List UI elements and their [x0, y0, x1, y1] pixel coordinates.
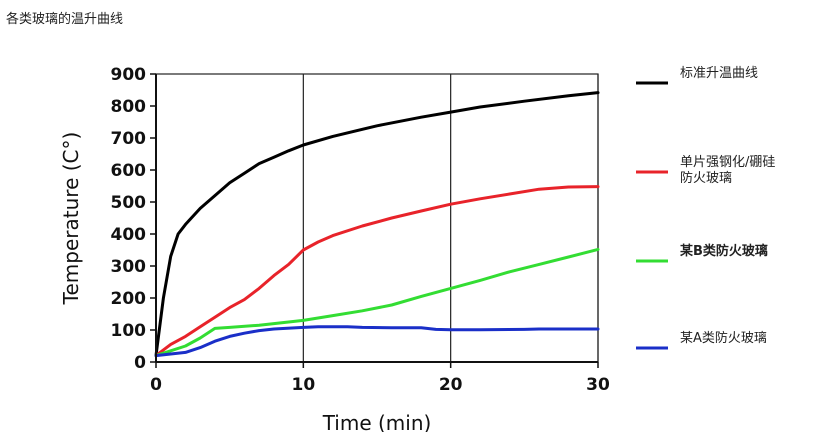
y-axis-label: Temperature (C°): [59, 132, 83, 306]
y-tick-label: 300: [111, 257, 147, 277]
legend-label: 某B类防火玻璃: [679, 243, 768, 259]
legend-label: 单片强钢化/硼硅: [680, 155, 775, 170]
y-tick-label: 600: [111, 161, 147, 181]
axis-layer: 0 100 200 300 400 500 600 700 800 900 0 10 20 30: [111, 65, 610, 395]
y-tick-label: 0: [134, 353, 146, 373]
x-axis-label: Time (min): [322, 411, 432, 432]
series-line: [154, 91, 600, 358]
grid-layer: [155, 73, 599, 363]
series-line: [154, 325, 600, 358]
y-tick-label: 100: [111, 321, 147, 341]
legend-label: 某A类防火玻璃: [680, 330, 767, 346]
legend-label: 防火玻璃: [680, 170, 732, 186]
temperature-chart: 0 100 200 300 400 500 600 700 800 900 0 10 20 30 Time…: [59, 65, 775, 432]
y-tick-label: 900: [111, 65, 147, 85]
page-title: 各类玻璃的温升曲线: [6, 12, 124, 27]
y-tick-label: 200: [111, 289, 147, 309]
chart-panel: 0 100 200 300 400 500 600 700 800 900 0 10 20 30 Time…: [40, 36, 831, 432]
y-tick-label: 400: [111, 225, 147, 245]
y-tick-label: 500: [111, 193, 147, 213]
x-tick-label: 20: [439, 375, 463, 395]
legend-label: 标准升温曲线: [680, 66, 758, 81]
y-tick-label: 800: [111, 97, 147, 117]
series-layer: [154, 91, 600, 358]
y-tick-label: 700: [111, 129, 147, 149]
x-tick-label: 10: [291, 375, 315, 395]
series-line: [154, 247, 600, 358]
x-tick-label: 0: [150, 375, 162, 395]
series-line: [154, 185, 600, 358]
plot-frame: [155, 73, 599, 363]
x-tick-label: 30: [586, 375, 610, 395]
